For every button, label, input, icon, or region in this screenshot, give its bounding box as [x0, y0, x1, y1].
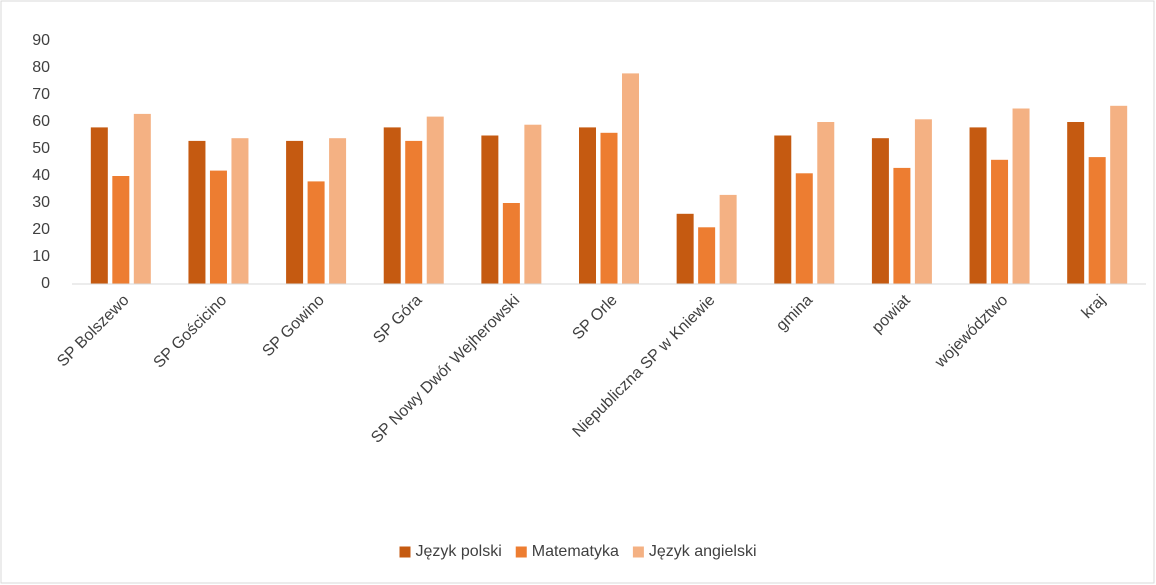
bar: [719, 194, 737, 284]
bar: [1067, 122, 1085, 284]
bar: [307, 181, 325, 284]
bar: [426, 116, 444, 284]
legend-label: Język polski: [416, 543, 502, 560]
bar: [969, 127, 987, 285]
bar: [676, 213, 694, 284]
bar: [1012, 108, 1030, 284]
bar: [405, 140, 423, 284]
y-tick-label: 90: [32, 32, 50, 49]
legend-label: Matematyka: [532, 543, 619, 560]
y-tick-label: 0: [41, 275, 50, 292]
legend-swatch: [515, 546, 527, 558]
bar: [795, 173, 813, 284]
bar: [817, 122, 835, 284]
y-tick-label: 20: [32, 221, 50, 238]
y-tick-label: 50: [32, 140, 50, 157]
y-tick-label: 10: [32, 248, 50, 265]
y-tick-label: 60: [32, 113, 50, 130]
bar: [286, 140, 304, 284]
legend-swatch: [399, 546, 411, 558]
bar: [991, 159, 1009, 284]
bar: [1110, 105, 1128, 284]
bar: [914, 119, 932, 284]
bar: [329, 138, 347, 284]
bar: [231, 138, 249, 284]
bar: [112, 176, 130, 284]
bar: [383, 127, 401, 285]
bar: [188, 140, 206, 284]
bar: [622, 73, 639, 285]
bar: [600, 132, 618, 284]
y-tick-label: 30: [32, 194, 50, 211]
bar: [481, 135, 499, 284]
bar: [90, 127, 108, 285]
legend-label: Język angielski: [649, 543, 757, 560]
y-tick-label: 40: [32, 167, 50, 184]
bar: [893, 167, 911, 284]
bar: [524, 124, 542, 284]
bar: [209, 170, 227, 284]
y-tick-label: 70: [32, 86, 50, 103]
bar: [871, 138, 889, 284]
bar: [579, 127, 596, 285]
legend-swatch: [632, 546, 644, 558]
y-tick-label: 80: [32, 59, 50, 76]
bar: [774, 135, 792, 284]
bar: [698, 227, 716, 284]
bar: [502, 203, 520, 284]
bar: [133, 113, 151, 285]
bar: [1088, 157, 1106, 284]
